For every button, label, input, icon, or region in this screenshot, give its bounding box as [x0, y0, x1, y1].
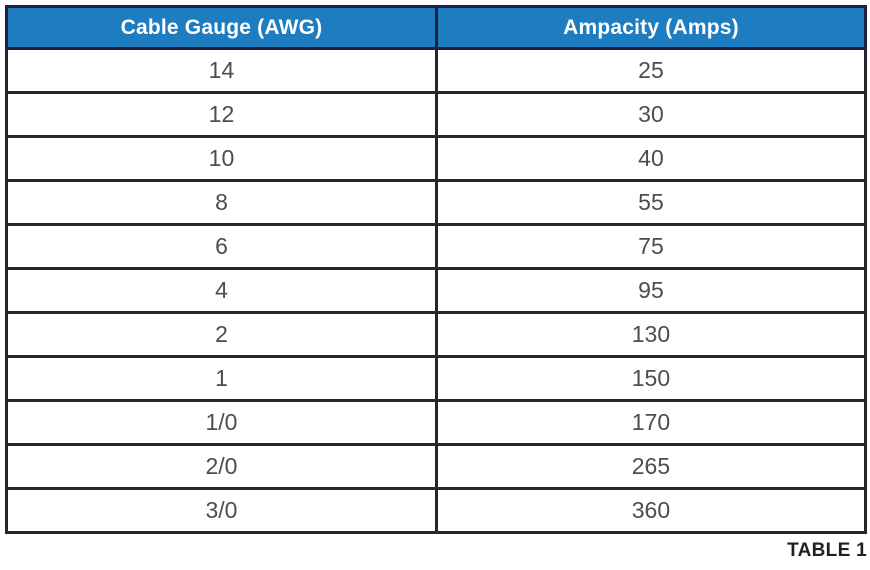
- table-row: 2 130: [5, 311, 868, 358]
- ampacity-cell: 95: [434, 267, 868, 314]
- gauge-cell: 10: [5, 135, 438, 182]
- ampacity-cell: 360: [434, 487, 868, 534]
- ampacity-table-container: Cable Gauge (AWG) Ampacity (Amps) 14 25 …: [5, 5, 868, 534]
- gauge-cell: 1: [5, 355, 438, 402]
- table-row: 10 40: [5, 135, 868, 182]
- ampacity-cell: 170: [434, 399, 868, 446]
- gauge-cell: 2: [5, 311, 438, 358]
- ampacity-cell: 30: [434, 91, 868, 138]
- ampacity-cell: 75: [434, 223, 868, 270]
- gauge-cell: 4: [5, 267, 438, 314]
- header-cable-gauge: Cable Gauge (AWG): [5, 5, 438, 50]
- cable-ampacity-table: Cable Gauge (AWG) Ampacity (Amps) 14 25 …: [5, 5, 868, 534]
- ampacity-cell: 40: [434, 135, 868, 182]
- gauge-cell: 2/0: [5, 443, 438, 490]
- ampacity-cell: 265: [434, 443, 868, 490]
- table-row: 1 150: [5, 355, 868, 402]
- table-row: 3/0 360: [5, 487, 868, 534]
- table-body: 14 25 12 30 10 40 8 55 6 75: [5, 47, 868, 534]
- table-row: 6 75: [5, 223, 868, 270]
- gauge-cell: 8: [5, 179, 438, 226]
- gauge-cell: 3/0: [5, 487, 438, 534]
- table-row: 4 95: [5, 267, 868, 314]
- ampacity-cell: 55: [434, 179, 868, 226]
- table-header-row: Cable Gauge (AWG) Ampacity (Amps): [5, 5, 868, 50]
- table-row: 14 25: [5, 47, 868, 94]
- gauge-cell: 12: [5, 91, 438, 138]
- gauge-cell: 6: [5, 223, 438, 270]
- gauge-cell: 1/0: [5, 399, 438, 446]
- table-row: 2/0 265: [5, 443, 868, 490]
- ampacity-cell: 150: [434, 355, 868, 402]
- table-row: 12 30: [5, 91, 868, 138]
- ampacity-cell: 25: [434, 47, 868, 94]
- ampacity-cell: 130: [434, 311, 868, 358]
- gauge-cell: 14: [5, 47, 438, 94]
- table-row: 8 55: [5, 179, 868, 226]
- table-caption: TABLE 1: [787, 540, 867, 561]
- table-row: 1/0 170: [5, 399, 868, 446]
- header-ampacity: Ampacity (Amps): [434, 5, 868, 50]
